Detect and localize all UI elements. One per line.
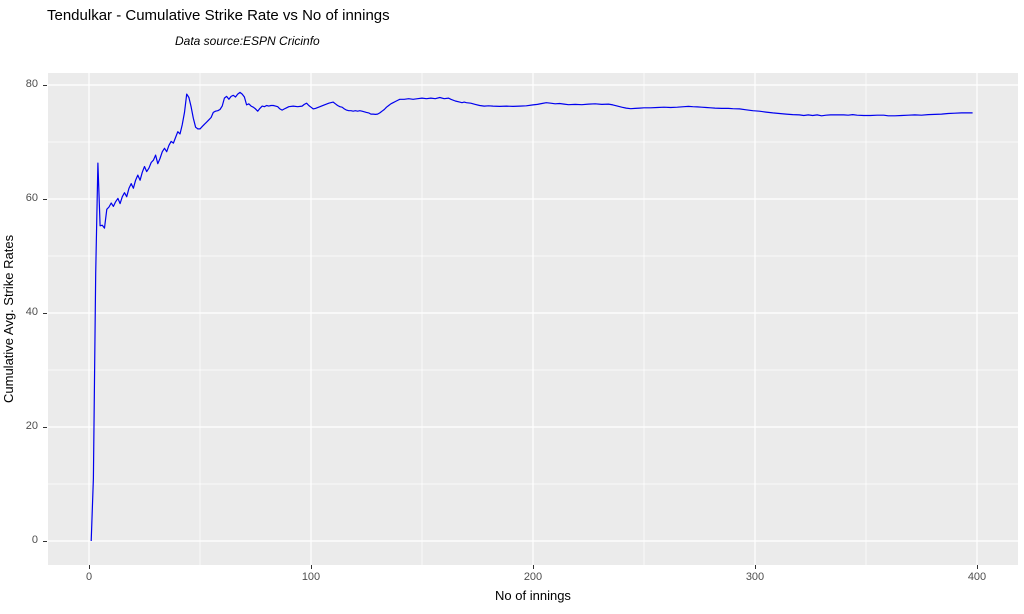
y-axis-title: Cumulative Avg. Strike Rates — [1, 234, 16, 404]
chart-title: Tendulkar - Cumulative Strike Rate vs No… — [47, 7, 390, 24]
x-tick-label: 0 — [85, 571, 93, 583]
y-tick-label: 60 — [25, 192, 38, 204]
y-tick-mark — [43, 84, 47, 86]
x-tick-mark — [754, 565, 756, 569]
x-tick-label: 300 — [745, 571, 765, 583]
plot-panel — [48, 73, 1018, 565]
x-tick-mark — [88, 565, 90, 569]
line-chart-svg — [48, 73, 1018, 565]
x-tick-label: 100 — [301, 571, 321, 583]
y-tick-mark — [43, 312, 47, 314]
y-tick-label: 40 — [25, 306, 38, 318]
y-tick-mark — [43, 198, 47, 200]
x-tick-mark — [532, 565, 534, 569]
strike-rate-line — [90, 91, 973, 542]
x-tick-label: 200 — [523, 571, 543, 583]
y-tick-label: 80 — [25, 78, 38, 90]
y-tick-label: 0 — [31, 534, 38, 546]
x-tick-label: 400 — [967, 571, 987, 583]
x-tick-mark — [310, 565, 312, 569]
chart-subtitle: Data source:ESPN Cricinfo — [175, 34, 320, 48]
y-tick-mark — [43, 426, 47, 428]
y-tick-mark — [43, 540, 47, 542]
x-tick-mark — [976, 565, 978, 569]
y-tick-label: 20 — [25, 420, 38, 432]
x-axis-title: No of innings — [495, 588, 571, 603]
